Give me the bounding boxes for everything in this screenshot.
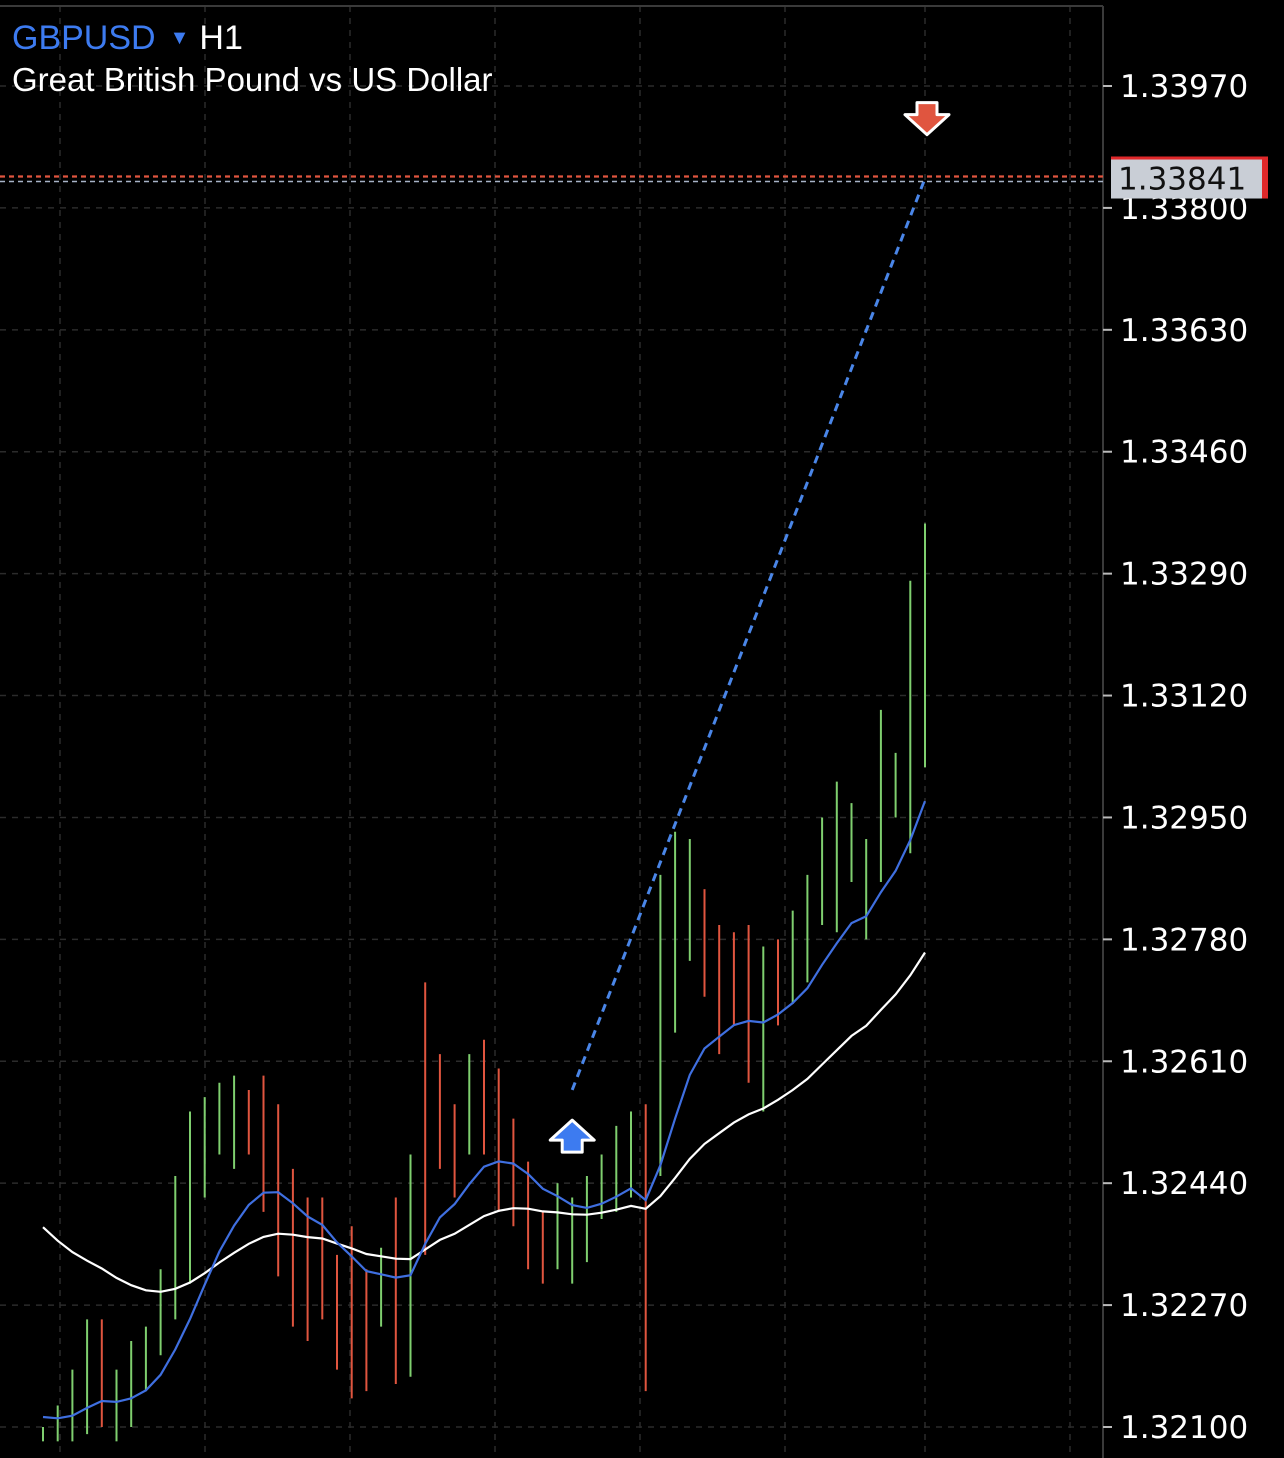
chart-header: GBPUSD ▼ H1 Great British Pound vs US Do… <box>12 18 493 102</box>
y-tick-label: 1.32610 <box>1120 1044 1248 1080</box>
price-axis: 1.339701.338001.336301.334601.332901.331… <box>1103 69 1248 1446</box>
y-tick-label: 1.32950 <box>1120 800 1248 836</box>
sell-arrow-icon[interactable] <box>903 101 951 137</box>
ohlc-bars <box>42 523 926 1442</box>
buy-arrow-icon[interactable] <box>548 1118 596 1154</box>
y-tick-label: 1.33120 <box>1120 679 1248 715</box>
instrument-description: Great British Pound vs US Dollar <box>12 61 493 98</box>
symbol-selector[interactable]: GBPUSD <box>12 19 156 57</box>
caret-down-icon[interactable]: ▼ <box>169 27 190 49</box>
current-price-tag: 1.33841 <box>1111 156 1268 199</box>
fast-moving-average-line <box>42 800 927 1420</box>
y-tick-label: 1.33630 <box>1120 313 1248 349</box>
y-tick-label: 1.33290 <box>1120 557 1248 593</box>
y-tick-label: 1.32440 <box>1120 1166 1248 1202</box>
chart-grid <box>0 6 1103 1458</box>
current-price-label: 1.33841 <box>1118 162 1246 198</box>
slow-moving-average-line <box>42 951 926 1293</box>
trend-line[interactable] <box>570 177 927 1091</box>
timeframe-label[interactable]: H1 <box>199 19 243 57</box>
y-tick-label: 1.32780 <box>1120 922 1248 958</box>
y-tick-label: 1.33970 <box>1120 69 1248 105</box>
y-tick-label: 1.32270 <box>1120 1288 1248 1324</box>
y-tick-label: 1.32100 <box>1120 1410 1248 1446</box>
y-tick-label: 1.33460 <box>1120 435 1248 471</box>
